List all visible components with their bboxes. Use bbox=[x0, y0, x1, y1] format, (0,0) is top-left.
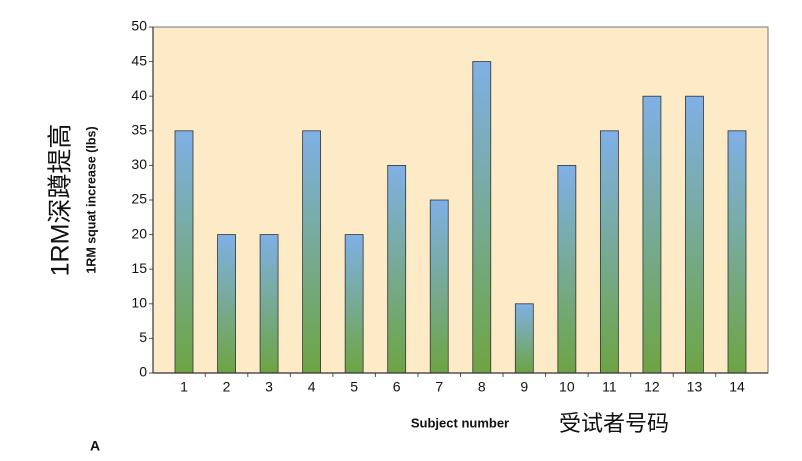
bar bbox=[344, 234, 364, 374]
bar bbox=[259, 234, 279, 374]
y-tick-label: 35 bbox=[131, 122, 147, 138]
x-axis-title: Subject number bbox=[411, 415, 509, 430]
bar bbox=[472, 61, 492, 374]
y-tick-label: 50 bbox=[131, 18, 147, 34]
bar bbox=[557, 164, 577, 374]
x-tick-label: 11 bbox=[602, 379, 617, 395]
bar bbox=[727, 130, 747, 374]
y-tick-label: 45 bbox=[131, 52, 147, 68]
x-tick-label: 2 bbox=[223, 379, 231, 395]
x-tick-label: 5 bbox=[350, 379, 358, 395]
x-tick-label: 6 bbox=[393, 379, 401, 395]
bar bbox=[302, 130, 322, 374]
y-tick-label: 40 bbox=[131, 87, 147, 103]
panel-label: A bbox=[90, 438, 100, 454]
y-tick-label: 0 bbox=[139, 364, 147, 380]
x-tick-label: 1 bbox=[180, 379, 188, 395]
bar bbox=[599, 130, 619, 374]
y-tick-label: 30 bbox=[131, 156, 147, 172]
y-tick-label: 10 bbox=[131, 295, 147, 311]
bar bbox=[387, 164, 407, 374]
y-axis-title-cn: 1RM深蹲提高 bbox=[47, 124, 75, 277]
y-axis-title: 1RM squat increase (lbs) bbox=[84, 126, 98, 273]
x-tick-label: 10 bbox=[559, 379, 575, 395]
bar bbox=[174, 130, 194, 374]
bar bbox=[514, 303, 534, 374]
y-tick-label: 5 bbox=[139, 329, 147, 345]
x-tick-label: 9 bbox=[520, 379, 528, 395]
x-tick-label: 12 bbox=[644, 379, 660, 395]
plot-background bbox=[153, 27, 768, 373]
x-tick-label: 7 bbox=[435, 379, 443, 395]
x-axis-title-cn: 受试者号码 bbox=[559, 411, 669, 436]
bar bbox=[685, 95, 704, 374]
y-tick-label: 25 bbox=[131, 191, 147, 207]
x-tick-label: 3 bbox=[265, 379, 273, 395]
y-tick-label: 20 bbox=[131, 225, 147, 241]
y-tick-label: 15 bbox=[131, 260, 147, 276]
x-tick-label: 13 bbox=[687, 379, 703, 395]
bar bbox=[642, 95, 662, 374]
bar bbox=[217, 234, 236, 374]
bar bbox=[429, 199, 449, 374]
x-tick-label: 8 bbox=[478, 379, 486, 395]
x-tick-label: 14 bbox=[729, 379, 745, 395]
x-tick-label: 4 bbox=[308, 379, 316, 395]
